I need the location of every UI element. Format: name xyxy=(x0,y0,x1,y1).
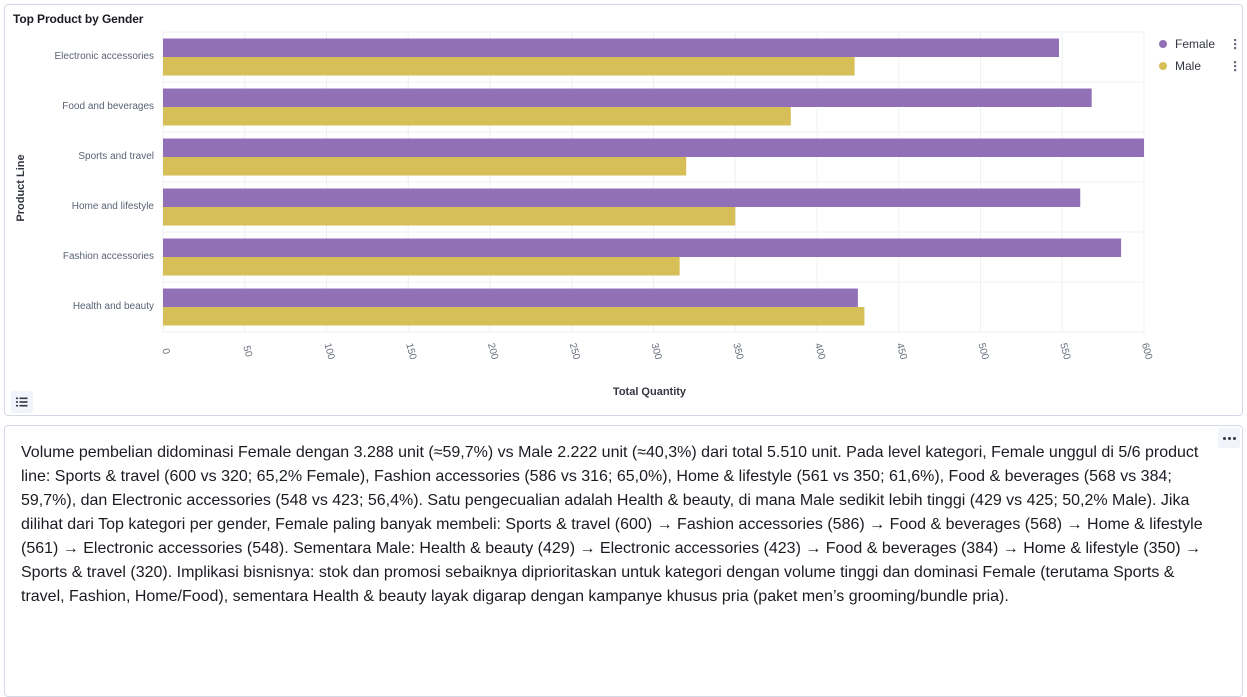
category-label-1: Food and beverages xyxy=(62,101,154,112)
bar-male-3[interactable] xyxy=(163,207,736,226)
x-tick-label-11: 550 xyxy=(1057,342,1072,361)
category-label-3: Home and lifestyle xyxy=(72,201,155,212)
bar-female-2[interactable] xyxy=(163,138,1144,158)
panel-options-button[interactable] xyxy=(1218,428,1240,448)
bar-male-1[interactable] xyxy=(163,107,791,126)
x-axis-title: Total Quantity xyxy=(613,386,687,398)
x-tick-label-6: 300 xyxy=(648,342,663,361)
legend-swatch-male xyxy=(1159,62,1167,70)
vertical-dots-icon[interactable] xyxy=(1234,39,1237,50)
legend-swatch-female xyxy=(1159,40,1167,48)
list-icon xyxy=(16,397,28,407)
legend-item-male[interactable]: Male xyxy=(1159,59,1237,73)
bar-male-2[interactable] xyxy=(163,157,687,176)
bar-female-4[interactable] xyxy=(163,238,1122,258)
x-tick-label-7: 350 xyxy=(730,342,745,361)
x-tick-labels: 0 50 100 150 200 250 300 350 400 450 500 550 600 xyxy=(159,342,1154,361)
chart-panel: Top Product by Gender Electronic accesso… xyxy=(4,4,1243,416)
bar-male-0[interactable] xyxy=(163,57,855,76)
chart-title: Top Product by Gender xyxy=(13,12,144,26)
ellipsis-icon xyxy=(1222,436,1226,440)
legend-item-female[interactable]: Female xyxy=(1159,37,1237,51)
grid-layer xyxy=(162,31,1145,333)
insight-text: Volume pembelian didominasi Female denga… xyxy=(21,444,1203,605)
bar-male-4[interactable] xyxy=(163,257,680,276)
bar-female-0[interactable] xyxy=(163,38,1059,58)
bar-female-3[interactable] xyxy=(163,188,1081,208)
category-label-2: Sports and travel xyxy=(78,151,154,162)
bars-layer xyxy=(163,38,1144,326)
bar-female-1[interactable] xyxy=(163,88,1092,108)
x-tick-label-1: 50 xyxy=(240,345,254,359)
category-labels: Electronic accessories Food and beverages… xyxy=(55,51,155,312)
x-tick-label-3: 150 xyxy=(403,342,418,361)
x-tick-label-4: 200 xyxy=(485,342,500,361)
legend-label-male: Male xyxy=(1175,59,1201,73)
vertical-dots-icon[interactable] xyxy=(1234,61,1237,72)
x-tick-label-9: 450 xyxy=(894,342,909,361)
y-axis-title: Product Line xyxy=(15,154,27,221)
bar-male-5[interactable] xyxy=(163,307,865,326)
legend-label-female: Female xyxy=(1175,37,1215,51)
category-label-5: Health and beauty xyxy=(73,301,154,312)
category-label-0: Electronic accessories xyxy=(55,51,154,62)
x-tick-label-10: 500 xyxy=(975,342,990,361)
x-tick-label-8: 400 xyxy=(812,342,827,361)
legend-toggle-button[interactable] xyxy=(11,391,33,413)
text-panel: Volume pembelian didominasi Female denga… xyxy=(4,425,1243,697)
x-tick-label-5: 250 xyxy=(567,342,582,361)
legend: Female Male xyxy=(1159,37,1237,73)
x-tick-label-2: 100 xyxy=(321,342,336,361)
bar-female-5[interactable] xyxy=(163,288,858,308)
bar-chart: Electronic accessories Food and beverages… xyxy=(15,31,1237,398)
x-tick-label-0: 0 xyxy=(159,347,171,356)
category-label-4: Fashion accessories xyxy=(63,251,154,262)
x-tick-label-12: 600 xyxy=(1139,342,1154,361)
